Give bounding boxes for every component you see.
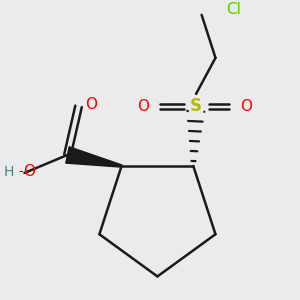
Text: O: O [137,99,149,114]
Text: O: O [85,98,98,112]
Text: O: O [241,99,253,114]
Text: S: S [190,98,202,116]
Text: H: H [4,165,14,178]
Text: Cl: Cl [226,2,242,17]
Text: -: - [18,165,22,178]
Polygon shape [66,147,122,167]
Text: O: O [22,164,34,179]
